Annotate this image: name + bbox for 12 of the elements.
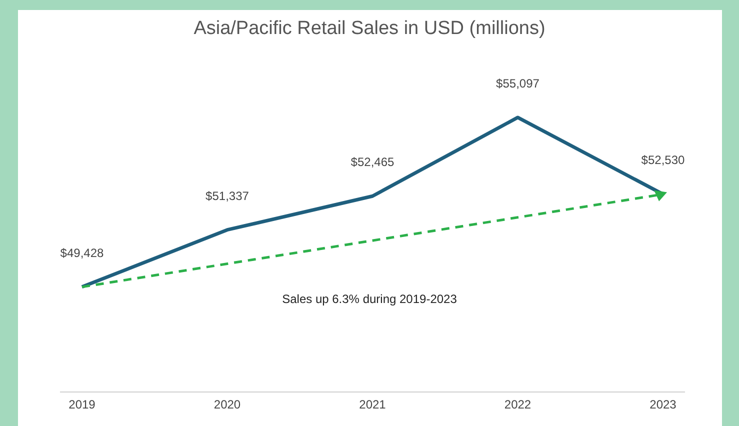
data-label: $55,097 [496,76,540,90]
x-tick-label: 2021 [359,398,386,412]
data-label: $52,530 [641,153,686,168]
chart-title: Asia/Pacific Retail Sales in USD (millions) [192,18,546,40]
data-label: $51,337 [206,188,250,203]
text: Sales up 6.3% during 2019-2023 [281,292,458,306]
data-label: $49,428 [60,246,104,260]
x-tick-label: 2020 [214,398,241,412]
data-label: $52,465 [350,155,395,170]
x-tick-label: 2022 [504,398,532,412]
x-tick-label: 2019 [68,398,96,412]
x-tick-label: 2023 [650,398,677,412]
